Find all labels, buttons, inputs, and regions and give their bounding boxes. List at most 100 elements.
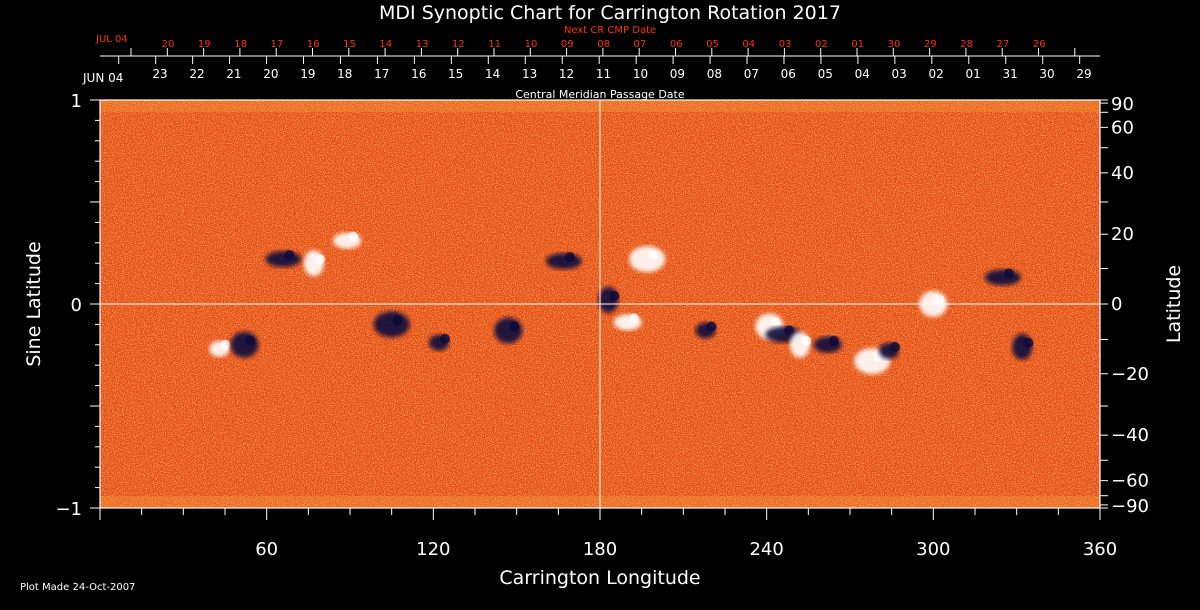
lat-tick-label: −60	[1111, 471, 1149, 492]
cmp-date-label: 11	[596, 67, 611, 81]
cmp-month: JUN 04	[82, 71, 123, 85]
cmp-date-label: 18	[337, 67, 352, 81]
cmp-date-label: 10	[633, 67, 648, 81]
active-region-core	[784, 325, 795, 336]
x-tick-label: 240	[749, 539, 783, 560]
x-tick-label: 300	[916, 539, 950, 560]
cmp-date-label: 22	[189, 67, 204, 81]
cmp-date-label: 20	[263, 67, 278, 81]
cmp-date-label: 12	[559, 67, 574, 81]
next-cr-date-label: 19	[198, 39, 211, 50]
next-cr-date-label: 14	[379, 39, 392, 50]
next-cr-date-label: 29	[924, 39, 937, 50]
x-tick-label: 120	[416, 539, 450, 560]
active-region-core	[314, 254, 325, 265]
lat-tick-label: 90	[1111, 94, 1134, 115]
active-region-core	[770, 317, 781, 328]
next-cr-date-label: 04	[742, 39, 755, 50]
cmp-date-label: 05	[818, 67, 833, 81]
lat-tick-label: 60	[1111, 117, 1134, 138]
active-region-core	[1023, 337, 1034, 348]
active-region-negative	[230, 331, 259, 358]
lat-tick-label: 20	[1111, 224, 1134, 245]
next-cr-date-label: 30	[888, 39, 901, 50]
next-cr-date-label: 08	[597, 39, 610, 50]
lat-tick-label: 0	[1111, 294, 1122, 315]
next-cr-date-label: 09	[561, 39, 574, 50]
x-tick-label: 60	[255, 539, 278, 560]
cmp-date-label: 13	[522, 67, 537, 81]
cmp-date-label: 09	[670, 67, 685, 81]
cmp-date-label: 15	[448, 67, 463, 81]
next-cr-date-label: 26	[1033, 39, 1046, 50]
y-axis-label-left: Sine Latitude	[23, 241, 45, 366]
next-cr-date-label: 28	[960, 39, 973, 50]
next-cr-axis-label: Next CR CMP Date	[564, 25, 656, 36]
active-region-core	[284, 250, 295, 261]
next-cr-date-label: 15	[343, 39, 356, 50]
next-cr-date-label: 10	[525, 39, 538, 50]
next-cr-date-label: 05	[706, 39, 719, 50]
active-region-core	[1003, 268, 1014, 279]
next-cr-date-label: 07	[634, 39, 647, 50]
x-axis-label: Carrington Longitude	[499, 567, 700, 589]
next-cr-date-label: 17	[271, 39, 284, 50]
plot-made-footer: Plot Made 24-Oct-2007	[20, 582, 135, 593]
active-region-negative	[984, 269, 1021, 286]
cmp-date-label: 31	[1002, 67, 1017, 81]
active-region-core	[439, 333, 450, 344]
cmp-date-label: 02	[929, 67, 944, 81]
cmp-date-label: 23	[152, 67, 167, 81]
next-cr-date-label: 06	[670, 39, 683, 50]
cmp-date-label: 03	[892, 67, 907, 81]
active-region-core	[564, 252, 575, 263]
next-cr-date-label: 27	[997, 39, 1010, 50]
active-region-core	[801, 335, 811, 346]
cmp-date-label: 16	[411, 67, 426, 81]
lat-tick-label: 40	[1111, 163, 1134, 184]
active-region-core	[934, 295, 945, 305]
next-cr-date-label: 16	[307, 39, 320, 50]
next-cr-date-label: 02	[815, 39, 828, 50]
active-region-core	[245, 335, 256, 346]
cmp-date-label: 08	[707, 67, 722, 81]
active-region-negative	[494, 317, 523, 344]
chart-title: MDI Synoptic Chart for Carrington Rotati…	[379, 2, 841, 24]
active-region-core	[220, 339, 231, 350]
x-tick-label: 180	[583, 539, 617, 560]
next-cr-date-label: 11	[488, 39, 501, 50]
cmp-date-label: 04	[855, 67, 870, 81]
cmp-date-label: 21	[226, 67, 241, 81]
next-cr-month: JUL 04	[95, 34, 128, 45]
cmp-date-label: 19	[300, 67, 315, 81]
cmp-date-label: 29	[1076, 67, 1091, 81]
lat-tick-label: −40	[1111, 425, 1149, 446]
active-region-positive	[629, 246, 666, 273]
axes: 60 120 180 240 300 36010−1906040200−20−40−60−…	[55, 39, 1149, 560]
cmp-date-label: 17	[374, 67, 389, 81]
y-tick-label-left: −1	[55, 499, 82, 520]
active-region-core	[706, 321, 717, 332]
active-regions	[209, 231, 1034, 375]
cmp-date-label: 01	[965, 67, 980, 81]
cmp-date-label: 06	[781, 67, 796, 81]
active-region-core	[509, 321, 520, 332]
next-cr-date-label: 03	[779, 39, 792, 50]
active-region-core	[828, 335, 839, 346]
next-cr-date-label: 13	[416, 39, 429, 50]
active-region-core	[628, 313, 639, 324]
lat-tick-label: −90	[1111, 496, 1149, 517]
active-region-negative	[373, 311, 410, 338]
active-region-core	[392, 315, 403, 326]
y-tick-label-left: 1	[71, 91, 82, 112]
cmp-date-label: 14	[485, 67, 500, 81]
lat-tick-label: −20	[1111, 364, 1149, 385]
cmp-axis-label: Central Meridian Passage Date	[515, 88, 684, 101]
next-cr-date-label: 20	[162, 39, 175, 50]
active-region-negative	[545, 253, 582, 270]
x-tick-label: 360	[1083, 539, 1117, 560]
cmp-date-label: 30	[1039, 67, 1054, 81]
next-cr-date-label: 01	[851, 39, 864, 50]
y-tick-label-left: 0	[71, 295, 82, 316]
